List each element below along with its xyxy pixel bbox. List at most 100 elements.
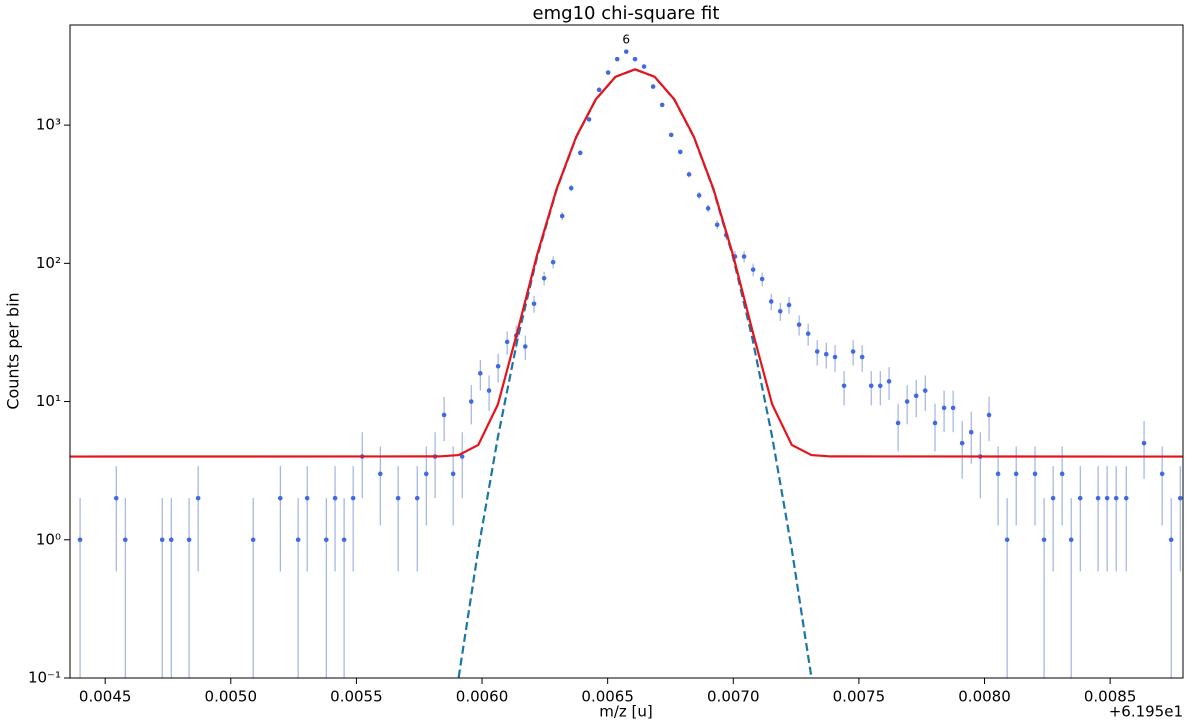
data-point xyxy=(1041,537,1047,543)
data-point xyxy=(950,405,956,411)
data-point xyxy=(1032,471,1038,477)
data-point xyxy=(468,399,474,404)
x-tick-label: 0.0060 xyxy=(456,688,509,706)
data-point xyxy=(614,56,620,62)
y-tick-label: 10⁻¹ xyxy=(28,669,61,687)
data-point xyxy=(1104,495,1110,501)
data-point xyxy=(696,193,702,198)
data-point xyxy=(596,87,602,93)
data-point xyxy=(741,254,747,259)
data-point xyxy=(777,308,783,314)
data-point xyxy=(441,412,447,418)
data-point xyxy=(786,302,792,308)
data-point xyxy=(550,259,556,265)
data-point xyxy=(414,495,420,501)
data-point xyxy=(332,495,338,501)
data-point xyxy=(1123,495,1129,501)
data-point xyxy=(759,276,765,282)
data-point xyxy=(850,349,856,354)
y-tick-label: 10³ xyxy=(36,116,61,134)
data-point xyxy=(495,363,501,369)
x-tick-label: 0.0070 xyxy=(707,688,760,706)
data-point xyxy=(377,471,383,477)
data-point xyxy=(995,471,1001,477)
data-point xyxy=(814,349,820,354)
plot-area xyxy=(70,49,1183,678)
data-point xyxy=(486,388,492,393)
y-axis-label: Counts per bin xyxy=(4,292,23,409)
data-point xyxy=(250,537,256,543)
chart-title: emg10 chi-square fit xyxy=(533,3,720,24)
x-tick-label: 0.0065 xyxy=(581,688,634,706)
data-point xyxy=(395,495,401,501)
data-point xyxy=(586,117,592,122)
data-point xyxy=(504,339,510,345)
data-point xyxy=(668,132,674,138)
x-tick-label: 0.0080 xyxy=(958,688,1011,706)
data-point xyxy=(1050,495,1056,501)
data-point xyxy=(1059,471,1065,477)
x-offset-text: +6.195e1 xyxy=(1109,703,1183,721)
data-point xyxy=(122,537,128,543)
data-point xyxy=(477,371,483,376)
y-tick-label: 10¹ xyxy=(36,392,61,410)
data-point xyxy=(805,331,811,336)
data-point xyxy=(714,222,720,228)
x-tick-label: 0.0055 xyxy=(330,688,383,706)
data-point xyxy=(959,440,965,446)
data-point xyxy=(459,454,465,459)
data-point xyxy=(932,420,938,426)
data-point xyxy=(304,495,310,501)
data-point xyxy=(641,64,647,69)
data-point xyxy=(159,537,165,543)
data-point xyxy=(886,379,892,384)
data-point xyxy=(1141,440,1147,446)
data-point xyxy=(823,351,829,357)
data-point xyxy=(859,354,865,360)
x-tick-label: 0.0045 xyxy=(79,688,132,706)
data-point xyxy=(522,344,528,349)
data-point xyxy=(922,388,928,393)
data-point xyxy=(841,383,847,389)
data-point xyxy=(623,49,629,54)
data-point xyxy=(350,495,356,501)
data-point xyxy=(632,56,638,62)
data-point xyxy=(168,537,174,543)
data-point xyxy=(77,537,83,543)
data-point xyxy=(968,429,974,435)
y-tick-label: 10⁰ xyxy=(36,530,61,548)
data-point xyxy=(113,495,119,501)
data-point xyxy=(705,206,711,211)
data-point xyxy=(186,537,192,543)
data-point xyxy=(1013,471,1019,477)
data-point xyxy=(568,185,574,191)
data-point xyxy=(1177,495,1183,501)
data-point xyxy=(686,172,692,177)
fit-curve xyxy=(70,68,1183,458)
data-point xyxy=(531,301,537,307)
data-point xyxy=(1004,537,1010,543)
data-point xyxy=(877,383,883,389)
data-point xyxy=(650,84,656,89)
data-point xyxy=(295,537,301,543)
x-tick-label: 0.0085 xyxy=(1084,688,1137,706)
fit-curve-dashed xyxy=(457,68,813,678)
data-point xyxy=(450,471,456,477)
data-point xyxy=(323,537,329,543)
data-point xyxy=(904,399,910,404)
data-point xyxy=(796,322,802,327)
plot-frame xyxy=(69,24,1184,679)
data-point xyxy=(1077,495,1083,501)
data-point xyxy=(605,70,611,75)
data-point xyxy=(832,354,838,360)
data-point xyxy=(577,150,583,156)
data-point xyxy=(1168,537,1174,543)
x-tick-label: 0.0050 xyxy=(205,688,258,706)
data-point xyxy=(868,383,874,389)
data-point xyxy=(1068,537,1074,543)
data-point xyxy=(913,393,919,399)
x-axis-label: m/z [u] xyxy=(599,703,653,721)
x-tick-label: 0.0075 xyxy=(833,688,886,706)
annotation: 6 xyxy=(622,32,630,46)
